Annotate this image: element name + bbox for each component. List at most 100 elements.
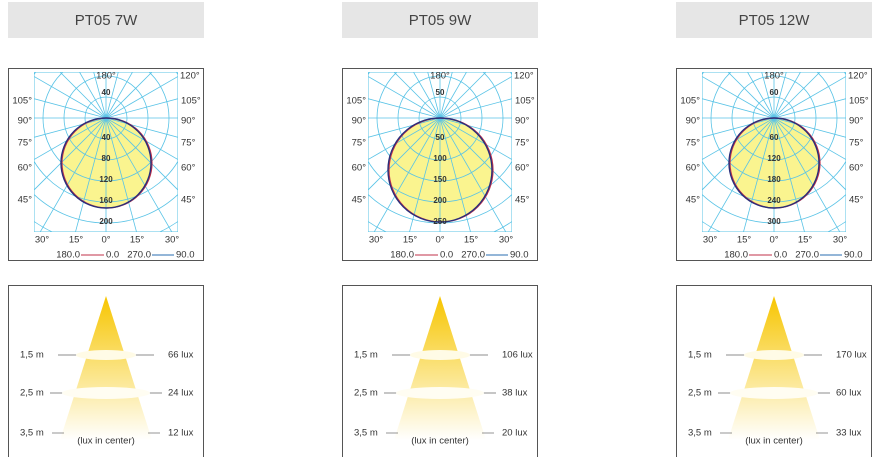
legend-label: 270.0: [461, 250, 485, 261]
legend-label: 90.0: [844, 250, 863, 261]
angle-label: 75°: [18, 138, 33, 149]
polar-spoke: [773, 117, 805, 232]
legend-label: 180.0: [724, 250, 748, 261]
polar-plot: [702, 72, 846, 232]
polar-plot: [34, 72, 178, 232]
product-title: PT05 9W: [409, 12, 472, 29]
polar-spoke: [34, 98, 107, 119]
angle-label: 180°: [764, 71, 784, 82]
lux-note: (lux in center): [745, 436, 803, 447]
polar-spoke: [105, 72, 153, 119]
polar-spoke: [773, 98, 846, 119]
legend-label: 180.0: [56, 250, 80, 261]
polar-spoke: [59, 72, 107, 119]
polar-spoke: [34, 75, 107, 119]
lux-label: 24 lux: [168, 388, 194, 399]
polar-spoke: [34, 117, 107, 191]
angle-label: 15°: [403, 235, 418, 246]
ring-label: 120: [767, 154, 781, 163]
angle-label: 60°: [686, 163, 701, 174]
light-spot: [744, 350, 804, 360]
ring-label: 80: [102, 154, 111, 163]
polar-spoke: [105, 72, 134, 119]
legend-label: 180.0: [390, 250, 414, 261]
polar-spoke: [702, 117, 775, 138]
polar-spoke: [105, 117, 178, 191]
legend-label: 0.0: [106, 250, 119, 261]
angle-label: 60°: [18, 163, 33, 174]
angle-label: 30°: [499, 235, 514, 246]
polar-spoke: [75, 117, 107, 232]
distance-label: 1,5 m: [20, 350, 44, 361]
product-title: PT05 7W: [75, 12, 138, 29]
angle-label: 90°: [515, 116, 530, 127]
ring-label: 50: [436, 88, 445, 97]
angle-label: 75°: [181, 138, 196, 149]
angle-label: 30°: [35, 235, 50, 246]
distance-label: 2,5 m: [688, 388, 712, 399]
polar-spoke: [78, 72, 107, 119]
angle-label: 75°: [849, 138, 864, 149]
distance-label: 2,5 m: [20, 388, 44, 399]
polar-spoke: [439, 117, 512, 138]
legend-label: 90.0: [510, 250, 529, 261]
ring-label: 300: [767, 217, 781, 226]
legend-label: 0.0: [774, 250, 787, 261]
light-cone: [728, 296, 820, 440]
legend-label: 270.0: [795, 250, 819, 261]
polar-spoke: [373, 117, 441, 232]
product-title: PT05 12W: [739, 12, 811, 29]
light-spot: [76, 350, 136, 360]
angle-label: 105°: [515, 96, 535, 107]
legend-label: 0.0: [440, 250, 453, 261]
angle-label: 105°: [849, 96, 869, 107]
polar-spoke: [773, 117, 846, 138]
ring-label: 250: [433, 217, 447, 226]
angle-label: 15°: [464, 235, 479, 246]
angle-label: 75°: [515, 138, 530, 149]
light-spot: [396, 387, 484, 399]
product-column: PT05 9W 50 100 150 200 250 50 180° 120° 105° 105° 9…: [342, 2, 538, 457]
product-column: PT05 12W 60 120 180 240 300 60 180° 120° 105° 105°…: [676, 2, 872, 457]
lux-note: (lux in center): [77, 436, 135, 447]
title-box: [342, 2, 538, 38]
polar-spoke: [105, 75, 178, 119]
angle-label: 45°: [515, 195, 530, 206]
ring-label: 240: [767, 196, 781, 205]
polar-spoke: [702, 75, 775, 119]
angle-label: 90°: [18, 116, 33, 127]
polar-spoke: [368, 75, 441, 119]
distance-label: 3,5 m: [354, 428, 378, 439]
distance-label: 2,5 m: [354, 388, 378, 399]
lux-label: 12 lux: [168, 428, 194, 439]
polar-spoke: [105, 98, 178, 119]
angle-label: 15°: [69, 235, 84, 246]
ring-label: 50: [436, 133, 445, 142]
angle-label: 45°: [849, 195, 864, 206]
ring-label: 150: [433, 175, 447, 184]
lux-label: 38 lux: [502, 388, 528, 399]
angle-label: 105°: [680, 96, 700, 107]
angle-label: 0°: [769, 235, 778, 246]
lux-label: 33 lux: [836, 428, 862, 439]
legend-label: 270.0: [127, 250, 151, 261]
curve-blue: [387, 117, 493, 223]
polar-spoke: [439, 117, 512, 191]
title-box: [676, 2, 872, 38]
lux-label: 170 lux: [836, 350, 867, 361]
angle-label: 30°: [165, 235, 180, 246]
angle-label: 45°: [686, 195, 701, 206]
angle-label: 60°: [515, 163, 530, 174]
ring-label: 40: [102, 133, 111, 142]
polar-spoke: [439, 117, 512, 161]
angle-label: 90°: [686, 116, 701, 127]
polar-spoke: [412, 72, 441, 119]
angle-label: 15°: [798, 235, 813, 246]
angle-label: 15°: [130, 235, 145, 246]
ring-label: 200: [433, 196, 447, 205]
angle-label: 90°: [352, 116, 367, 127]
polar-spoke: [439, 117, 471, 232]
polar-spoke: [773, 75, 846, 119]
ring-label: 60: [770, 88, 779, 97]
